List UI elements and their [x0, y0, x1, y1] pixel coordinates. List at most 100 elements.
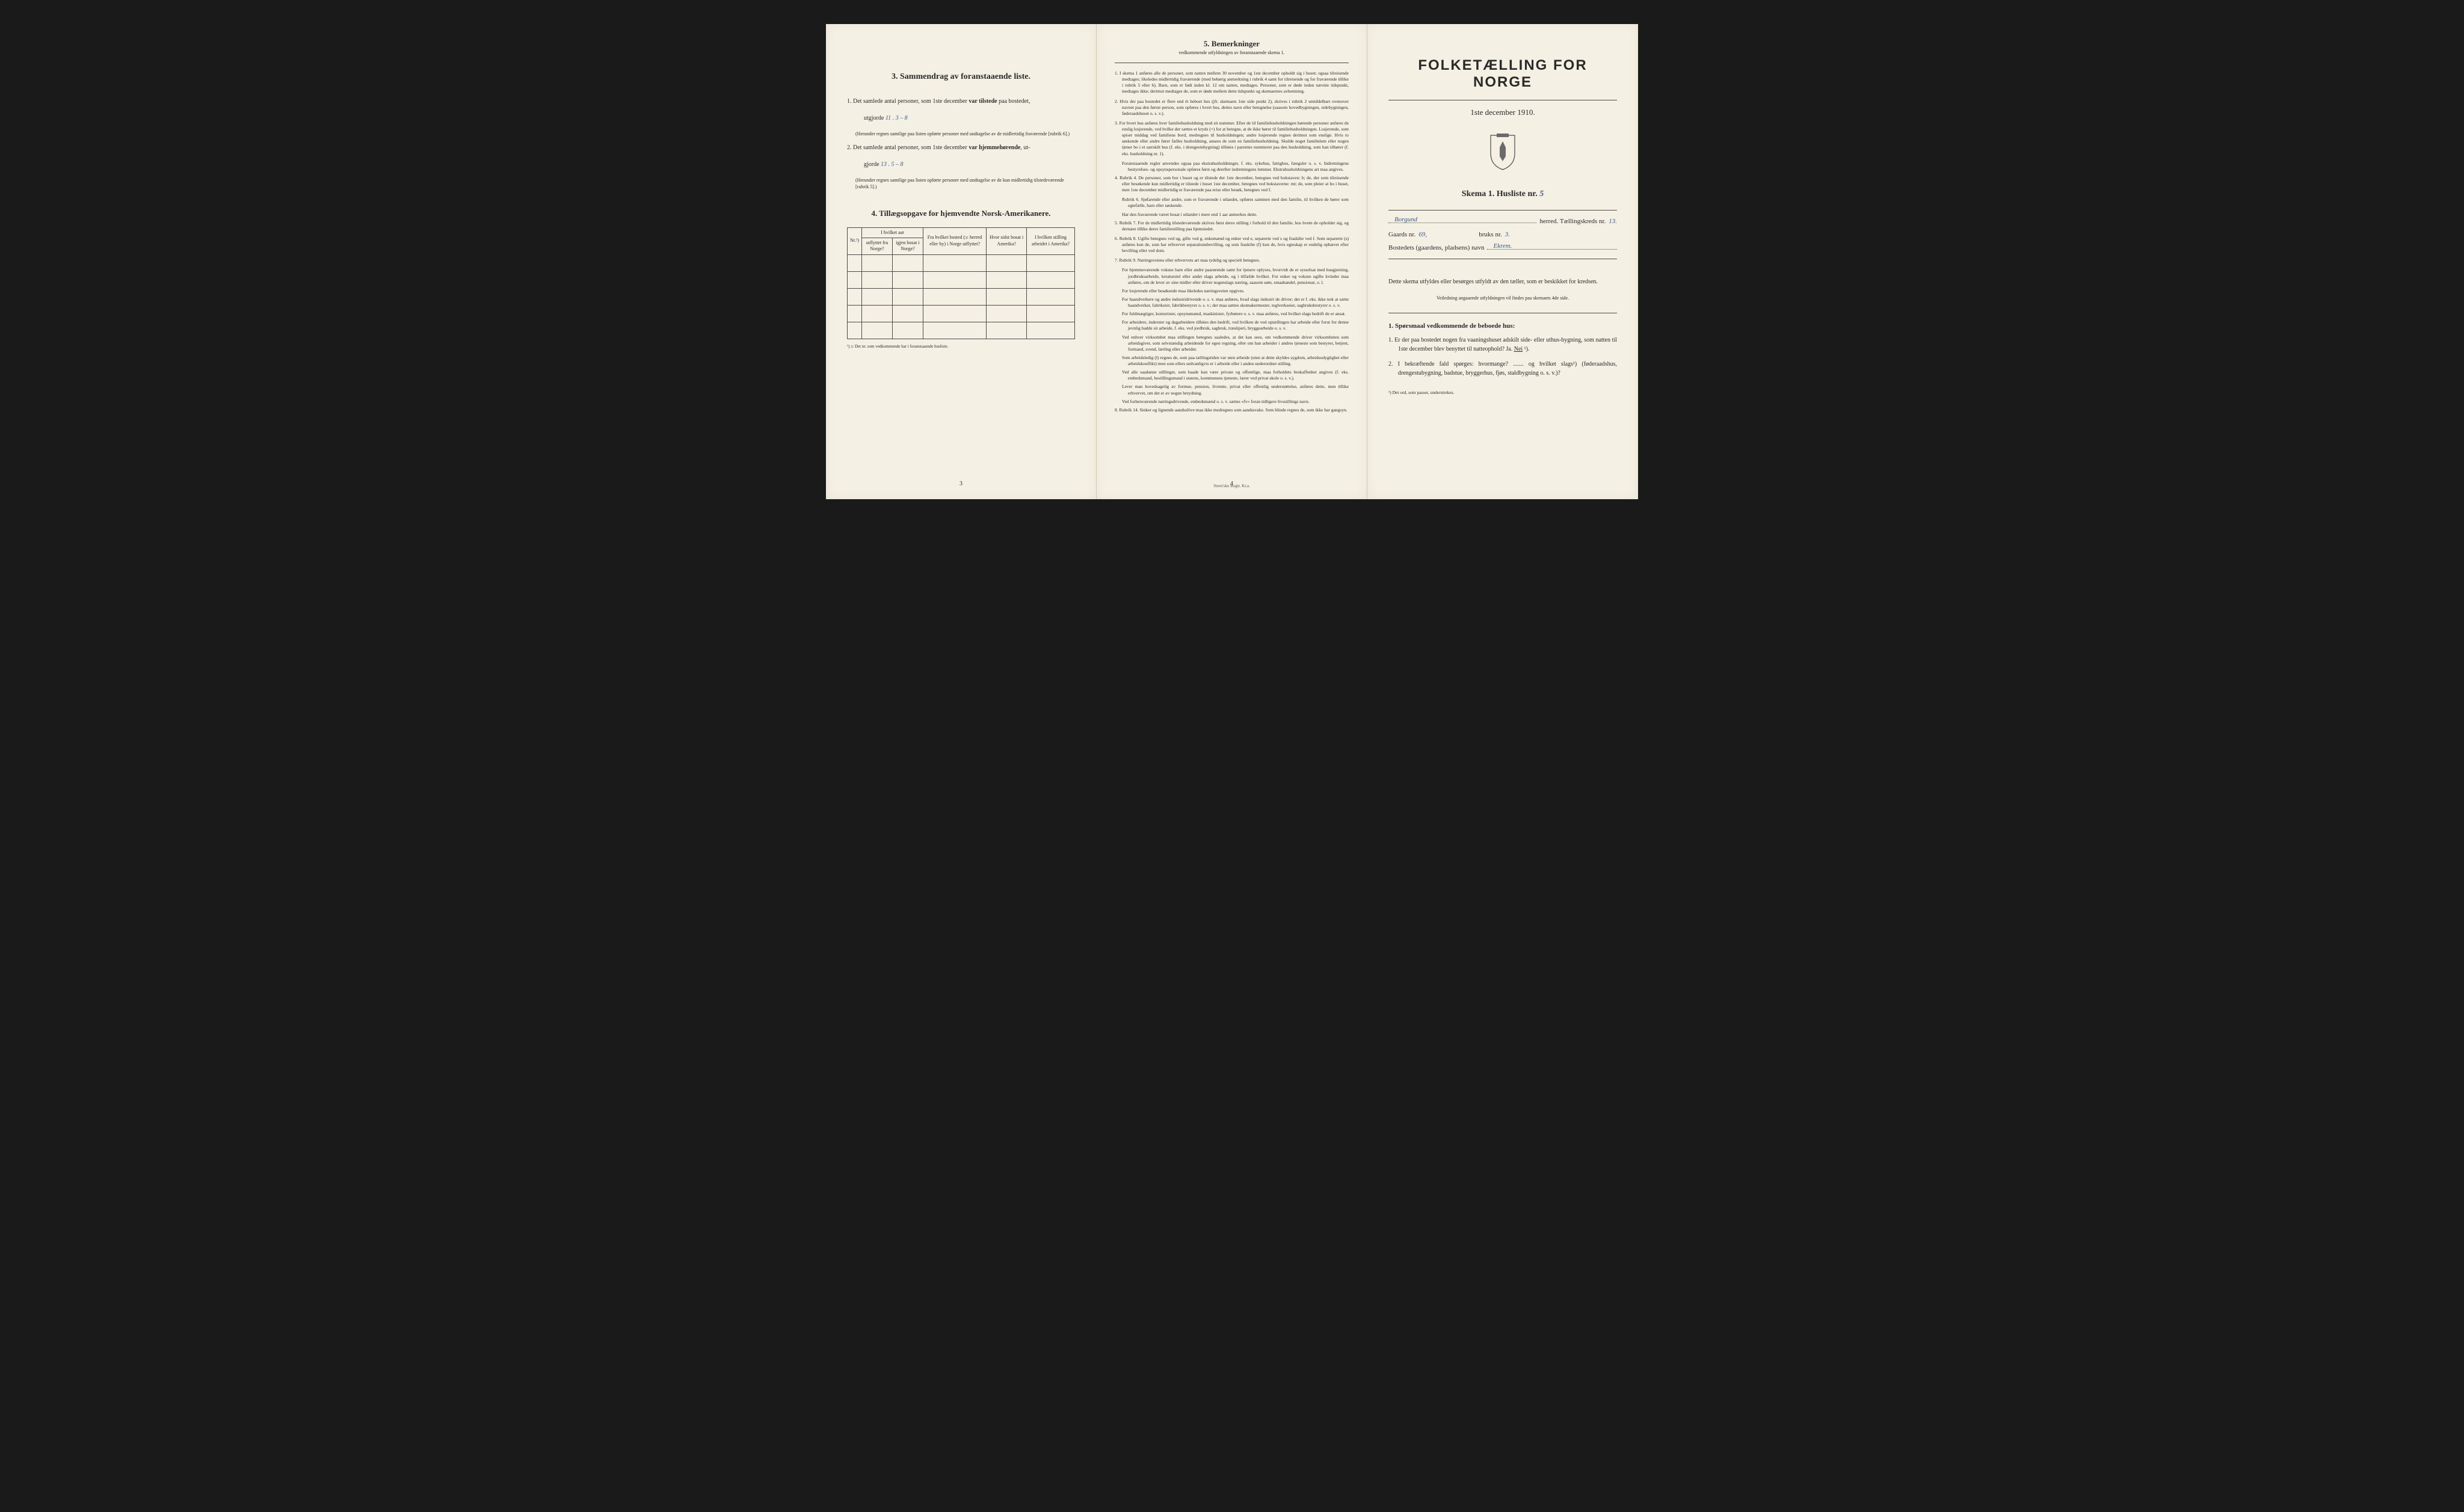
question-2: 2. I bekræftende fald spørges: hvormange…	[1388, 360, 1617, 378]
page-4: 5. Bemerkninger vedkommende utfyldningen…	[1097, 24, 1367, 499]
bemerkning-item: Lever man hovedsagelig av formue, pensio…	[1115, 384, 1349, 396]
bemerkning-item: For hjemmeværende voksne barn eller andr…	[1115, 267, 1349, 285]
table-row	[848, 305, 1075, 322]
main-title: FOLKETÆLLING FOR NORGE	[1388, 57, 1617, 91]
th-nr: Nr.¹)	[848, 227, 862, 254]
question-heading: 1. Spørsmaal vedkommende de beboede hus:	[1388, 322, 1617, 330]
table-cell	[923, 254, 987, 271]
table-cell	[892, 322, 923, 339]
bemerkning-item: Foranstaaende regler anvendes ogsaa paa …	[1115, 161, 1349, 173]
bemerkning-item: For fuldmægtiger, kontorister, opsynsmæn…	[1115, 311, 1349, 317]
printer-credit: Steen'ske Bogtr. Kr.a.	[1213, 484, 1250, 488]
th-aar: I hvilket aar	[862, 227, 923, 238]
table-row	[848, 254, 1075, 271]
bemerkning-item: 1. I skema 1 anføres alle de personer, s…	[1115, 70, 1349, 95]
table-row	[848, 288, 1075, 305]
table-cell	[923, 322, 987, 339]
bemerkning-item: Ved enhver virksomhet maa stillingen bet…	[1115, 334, 1349, 352]
gaards-label: Gaards nr.	[1388, 231, 1415, 238]
herred-label: herred. Tællingskreds nr.	[1539, 218, 1606, 225]
skema-rule	[1388, 210, 1617, 211]
right-footnote: ¹) Det ord, som passer, understrekes.	[1388, 390, 1617, 395]
bemerkning-item: 6. Rubrik 8. Ugifte betegnes ved ug, gif…	[1115, 236, 1349, 254]
table-cell	[892, 271, 923, 288]
bemerkning-item: For losjerende eller besøkende maa likel…	[1115, 288, 1349, 294]
bemerkning-item: Ved alle saadanne stillinger, som baade …	[1115, 369, 1349, 381]
bemerkning-item: 7. Rubrik 9. Næringsveiens eller erhverv…	[1115, 257, 1349, 263]
item-1-bold: var tilstede	[969, 98, 997, 105]
table-cell	[848, 254, 862, 271]
item-1-utgjorde: utgjorde	[864, 115, 886, 121]
herred-line: Borgund herred. Tællingskreds nr. 13.	[1388, 218, 1617, 225]
table-cell	[892, 305, 923, 322]
item-2-line2: gjorde 13 . 5 – 8	[855, 160, 1075, 170]
table-body	[848, 254, 1075, 339]
table-cell	[862, 305, 893, 322]
table-footnote: ¹) ɔ: Det nr. som vedkommende har i fora…	[847, 344, 1075, 349]
th-bosat: igjen bosat i Norge?	[892, 238, 923, 254]
table-cell	[862, 254, 893, 271]
crest-icon	[1488, 132, 1518, 171]
bemerkninger-title: 5. Bemerkninger	[1115, 39, 1349, 49]
bemerkninger-subtitle: vedkommende utfyldningen av foranstaaend…	[1115, 50, 1349, 55]
skema-line: Skema 1. Husliste nr. 5	[1388, 189, 1617, 199]
page-3: 3. Sammendrag av foranstaaende liste. 1.…	[826, 24, 1097, 499]
table-cell	[1027, 288, 1075, 305]
table-head: Nr.¹) I hvilket aar Fra hvilket bosted (…	[848, 227, 1075, 254]
table-cell	[848, 288, 862, 305]
table-cell	[987, 254, 1027, 271]
table-cell	[1027, 322, 1075, 339]
item-2-note: (Herunder regnes samtlige paa listen opf…	[855, 177, 1075, 190]
intro-subtext: Veiledning angaaende utfyldningen vil fi…	[1388, 295, 1617, 301]
table-cell	[848, 322, 862, 339]
th-utflyttet: utflyttet fra Norge?	[862, 238, 893, 254]
table-cell	[892, 288, 923, 305]
item-1: 1. Det samlede antal personer, som 1ste …	[847, 97, 1075, 106]
table-cell	[923, 271, 987, 288]
bemerkning-item: Rubrik 6. Sjøfarende eller andre, som er…	[1115, 197, 1349, 209]
item-1-prefix: 1. Det samlede antal personer, som 1ste …	[847, 98, 969, 105]
bemerkning-item: 4. Rubrik 4. De personer, som bor i huse…	[1115, 175, 1349, 193]
intro-text: Dette skema utfyldes eller besørges utfy…	[1388, 277, 1617, 286]
table-cell	[1027, 254, 1075, 271]
th-amerika: Hvor sidst bosat i Amerika?	[987, 227, 1027, 254]
table-cell	[987, 322, 1027, 339]
item-2-gjorde: gjorde	[864, 161, 881, 168]
q1-nei: Nei	[1514, 346, 1523, 352]
section-3: 3. Sammendrag av foranstaaende liste. 1.…	[847, 72, 1075, 191]
table-cell	[1027, 305, 1075, 322]
item-2-suffix: , ut-	[1020, 144, 1030, 151]
item-2-prefix: 2. Det samlede antal personer, som 1ste …	[847, 144, 969, 151]
page-title-page: FOLKETÆLLING FOR NORGE 1ste december 191…	[1367, 24, 1638, 499]
table-cell	[892, 254, 923, 271]
bemerkning-item: 2. Hvis der paa bostedet er flere end ét…	[1115, 99, 1349, 117]
husliste-nr: 5	[1539, 189, 1544, 198]
document-spread: 3. Sammendrag av foranstaaende liste. 1.…	[826, 24, 1638, 499]
gaards-value: 69,	[1418, 231, 1427, 238]
herred-value: Borgund	[1394, 216, 1417, 223]
table-cell	[1027, 271, 1075, 288]
item-2: 2. Det samlede antal personer, som 1ste …	[847, 143, 1075, 153]
q1-sup: ¹).	[1523, 346, 1529, 352]
bemerkning-item: Ved forhenværende næringsdrivende, embed…	[1115, 399, 1349, 405]
table-cell	[923, 288, 987, 305]
bruks-label: bruks nr.	[1479, 231, 1502, 238]
bosted-label: Bostedets (gaardens, pladsens) navn	[1388, 244, 1484, 251]
bemerkning-item: For haandverkere og andre industridriven…	[1115, 297, 1349, 309]
table-cell	[862, 322, 893, 339]
bruks-value: 3.	[1505, 231, 1510, 238]
skema-label: Skema 1. Husliste nr.	[1462, 189, 1538, 198]
item-1-line2: utgjorde 11 . 3 – 8	[855, 114, 1075, 123]
table-cell	[848, 271, 862, 288]
bosted-line: Bostedets (gaardens, pladsens) navn Ekre…	[1388, 244, 1617, 251]
bemerkning-item: For arbeidere, inderster og dagarbeidere…	[1115, 319, 1349, 331]
item-2-bold: var hjemmehørende	[969, 144, 1020, 151]
kreds-value: 13.	[1609, 218, 1617, 225]
coat-of-arms	[1388, 132, 1617, 174]
bemerkning-item: Som arbeidsledig (l) regnes de, som paa …	[1115, 355, 1349, 367]
bemerkninger-list: 1. I skema 1 anføres alle de personer, s…	[1115, 70, 1349, 413]
th-stilling: I hvilken stilling arbeidet i Amerika?	[1027, 227, 1075, 254]
section-3-title: 3. Sammendrag av foranstaaende liste.	[847, 72, 1075, 82]
table-cell	[987, 271, 1027, 288]
table-row	[848, 322, 1075, 339]
